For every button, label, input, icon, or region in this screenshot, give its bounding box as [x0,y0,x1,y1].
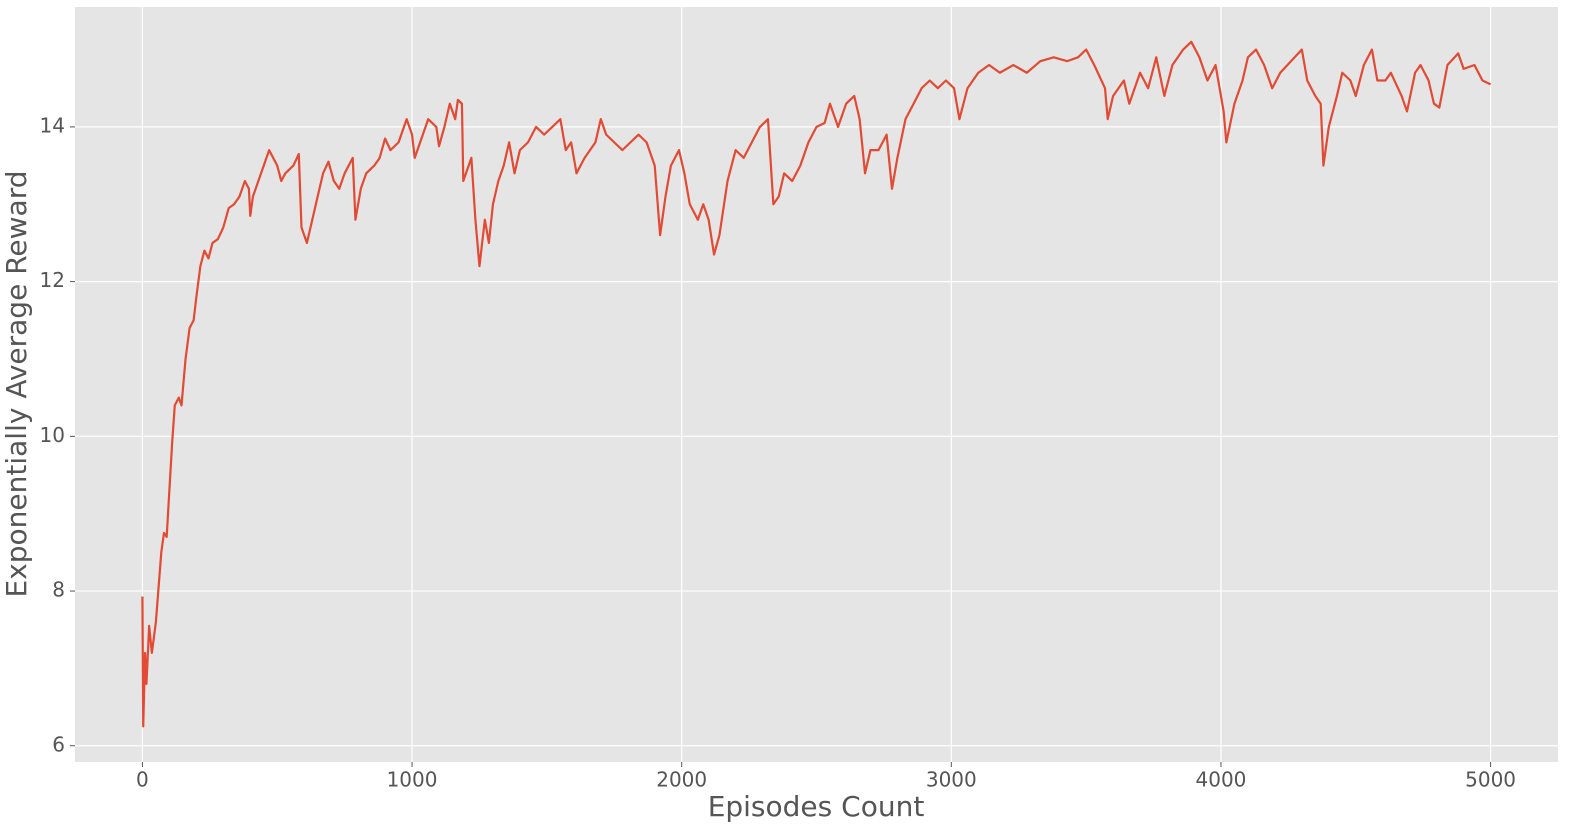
x-tick-label: 0 [136,768,149,792]
x-tick-label: 4000 [1196,768,1247,792]
x-tick-label: 1000 [387,768,438,792]
x-tick-label: 2000 [656,768,707,792]
x-tick-label: 3000 [926,768,977,792]
x-tick-label: 5000 [1465,768,1516,792]
data-line [141,40,1492,728]
y-tick-label: 10 [40,423,65,447]
y-tick-label: 6 [52,732,65,756]
y-tick-label: 8 [52,578,65,602]
y-axis-label: Exponentially Average Reward [0,171,33,598]
y-tick-label: 12 [40,268,65,292]
y-tick-label: 14 [40,113,65,137]
plot-area [75,7,1558,762]
x-axis-label: Episodes Count [708,790,925,823]
